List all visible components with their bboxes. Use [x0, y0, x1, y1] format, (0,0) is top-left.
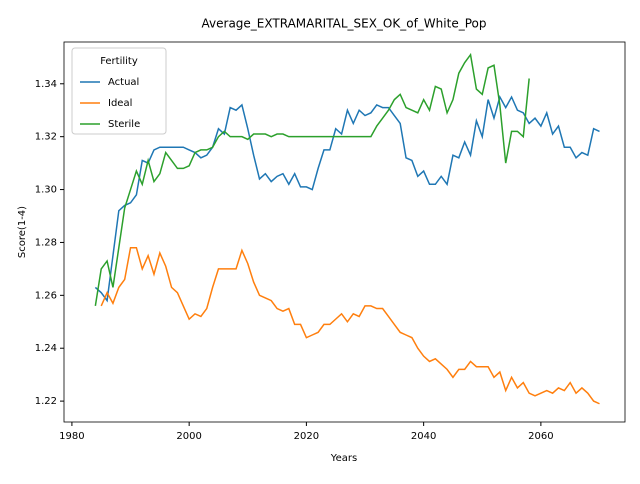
line-series [94, 52, 530, 307]
x-tick-label: 2000 [176, 431, 201, 442]
y-tick-label: 1.30 [35, 185, 57, 196]
y-tick-label: 1.32 [35, 132, 57, 143]
y-tick-label: 1.26 [35, 290, 57, 301]
y-tick-label: 1.28 [35, 237, 57, 248]
legend-label: Actual [108, 77, 139, 88]
plot-frame [63, 41, 626, 423]
x-axis-label: Years [330, 453, 357, 464]
y-tick-label: 1.24 [35, 343, 57, 354]
x-tick-label: 2060 [528, 431, 553, 442]
y-tick-label: 1.22 [35, 396, 57, 407]
line-series [94, 95, 600, 303]
legend-title: Fertility [100, 56, 138, 67]
x-tick-label: 1980 [59, 431, 84, 442]
line-series [100, 246, 600, 405]
chart-title: Average_EXTRAMARITAL_SEX_OK_of_White_Pop [202, 17, 487, 31]
legend-box [71, 47, 167, 135]
y-axis-label: Score(1-4) [17, 206, 28, 258]
x-tick-label: 2020 [294, 431, 319, 442]
y-tick-label: 1.34 [35, 79, 57, 90]
legend-label: Ideal [108, 98, 132, 109]
x-tick-label: 2040 [411, 431, 436, 442]
legend-label: Sterile [108, 119, 140, 130]
